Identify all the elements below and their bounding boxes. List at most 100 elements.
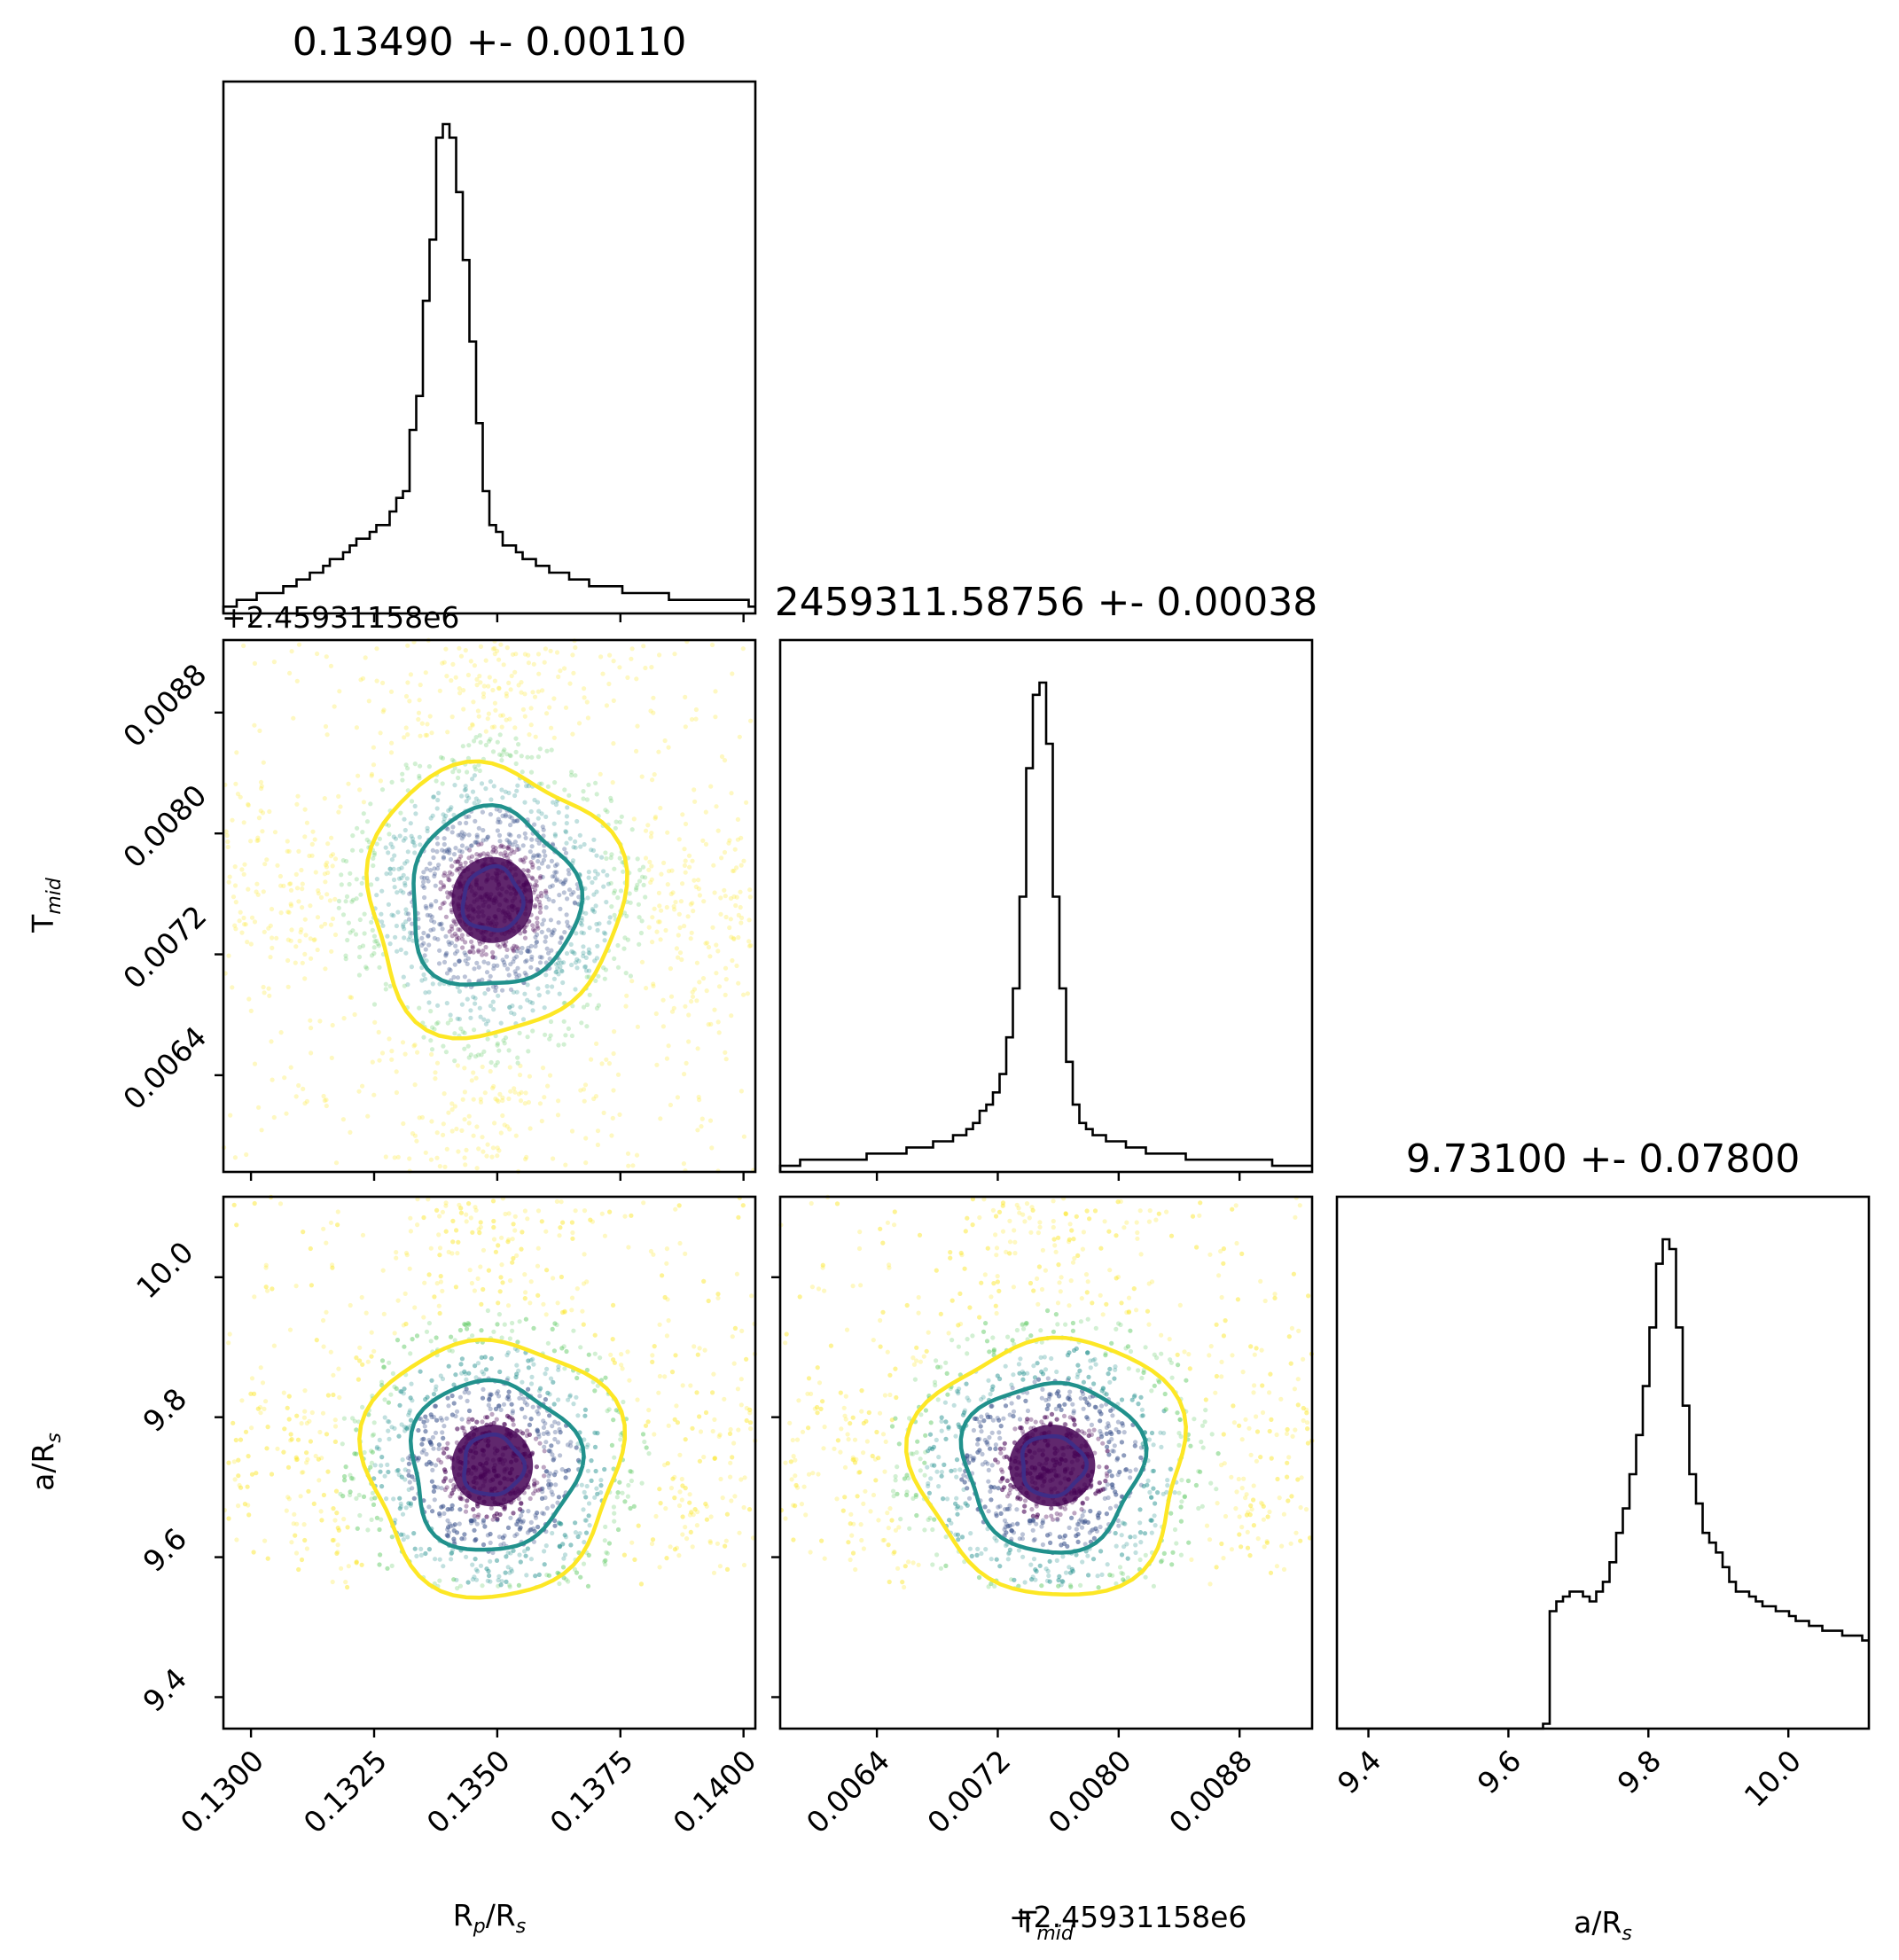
scatter-point: [446, 1249, 451, 1254]
scatter-point: [560, 881, 566, 886]
scatter-point: [265, 1556, 270, 1561]
scatter-point: [500, 713, 506, 718]
scatter-point: [236, 1503, 241, 1509]
scatter-point: [659, 908, 664, 913]
scatter-point: [510, 1237, 515, 1242]
scatter-point: [679, 1476, 684, 1482]
scatter-point: [495, 963, 500, 968]
scatter-point: [503, 789, 508, 794]
scatter-point: [504, 1554, 509, 1559]
scatter-point: [444, 971, 450, 976]
scatter-point: [683, 1486, 688, 1491]
scatter-point: [650, 1359, 655, 1364]
scatter-point: [535, 1427, 540, 1433]
scatter-point: [535, 859, 541, 864]
scatter-point: [344, 894, 350, 900]
scatter-point: [400, 771, 405, 777]
scatter-point: [379, 888, 385, 894]
scatter-point: [485, 835, 490, 840]
scatter-point: [254, 889, 259, 894]
scatter-point: [557, 957, 562, 963]
scatter-point: [489, 724, 495, 730]
scatter-point: [603, 931, 608, 936]
scatter-point: [236, 1457, 241, 1463]
scatter-point: [340, 1441, 345, 1447]
scatter-point: [1255, 1536, 1261, 1542]
scatter-point: [553, 802, 559, 808]
scatter-point: [481, 694, 487, 699]
scatter-point: [633, 887, 639, 893]
scatter-point: [488, 737, 493, 742]
scatter-point: [564, 821, 569, 826]
scatter-point: [440, 1288, 445, 1293]
scatter-point: [432, 871, 437, 877]
scatter-point: [324, 1240, 329, 1245]
scatter-point: [558, 1225, 563, 1230]
scatter-point: [341, 1517, 347, 1522]
scatter-point: [514, 1363, 520, 1368]
scatter-point: [484, 1514, 489, 1519]
scatter-point: [441, 1564, 446, 1569]
scatter-point: [591, 1096, 597, 1102]
scatter-point: [680, 1514, 685, 1519]
scatter-point: [447, 966, 452, 972]
scatter-point: [638, 1581, 645, 1587]
scatter-point: [433, 1403, 438, 1409]
scatter-point: [462, 1322, 467, 1327]
scatter-point: [323, 921, 328, 926]
scatter-point: [423, 670, 428, 675]
scatter-point: [619, 1352, 624, 1357]
scatter-point: [570, 858, 576, 863]
scatter-point: [406, 937, 411, 942]
scatter-point: [562, 1552, 568, 1558]
scatter-point: [426, 1459, 432, 1464]
scatter-point: [485, 716, 490, 722]
scatter-point: [473, 996, 478, 1001]
scatter-point: [457, 927, 463, 933]
scatter-point: [513, 749, 519, 755]
scatter-point: [406, 1412, 411, 1417]
scatter-point: [548, 918, 554, 923]
scatter-point: [465, 1326, 470, 1331]
scatter-point: [321, 1093, 326, 1099]
scatter-point: [421, 1214, 426, 1221]
scatter-point: [493, 1096, 498, 1102]
scatter-point: [327, 898, 332, 903]
scatter-point: [317, 1429, 323, 1435]
scatter-point: [677, 925, 683, 931]
scatter-point: [561, 880, 567, 886]
scatter-point: [371, 1432, 377, 1437]
scatter-point: [462, 1532, 467, 1537]
scatter-point: [586, 968, 592, 973]
scatter-point: [444, 1446, 449, 1451]
scatter-point: [504, 1353, 510, 1358]
scatter-point: [519, 1089, 524, 1095]
scatter-point: [543, 1397, 549, 1402]
scatter-point: [635, 723, 640, 729]
scatter-point: [319, 924, 324, 929]
scatter-point: [602, 976, 607, 981]
scatter-point: [239, 867, 245, 872]
scatter-point: [397, 1402, 402, 1408]
scatter-point: [490, 955, 496, 960]
scatter-point: [291, 715, 296, 721]
scatter-point: [411, 1495, 417, 1501]
scatter-point: [558, 668, 563, 674]
scatter-point: [668, 891, 674, 897]
scatter-point: [488, 973, 493, 979]
scatter-point: [615, 1527, 621, 1533]
scatter-point: [604, 1057, 609, 1062]
scatter-point: [526, 1365, 532, 1370]
scatter-point: [442, 836, 447, 841]
scatter-point: [355, 825, 360, 831]
scatter-point: [501, 662, 506, 668]
scatter-point: [421, 930, 426, 936]
scatter-point: [362, 911, 367, 917]
scatter-point: [551, 976, 558, 981]
scatter-point: [569, 1308, 574, 1313]
scatter-point: [471, 1507, 476, 1512]
scatter-point: [582, 1407, 589, 1412]
scatter-point: [252, 1391, 257, 1396]
scatter-point: [526, 869, 531, 874]
